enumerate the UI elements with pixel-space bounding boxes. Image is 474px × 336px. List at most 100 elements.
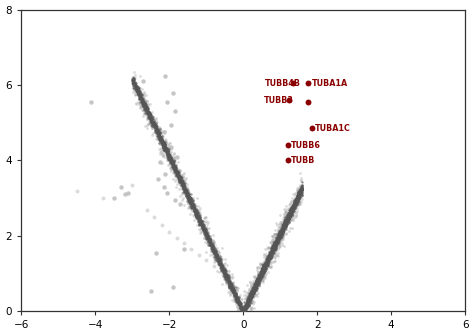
Point [189, 204, 197, 209]
Point [180, 183, 188, 188]
Point [217, 262, 225, 267]
Point [279, 228, 286, 233]
Point [269, 247, 276, 252]
Point [291, 200, 299, 205]
Point [184, 190, 192, 196]
Point [272, 245, 280, 250]
Point [281, 210, 289, 215]
Point [221, 256, 229, 261]
Point [182, 188, 190, 194]
Point [277, 231, 285, 237]
Point [139, 98, 147, 104]
Point [237, 307, 245, 312]
Point [275, 234, 283, 239]
Point [243, 302, 250, 308]
Point [256, 274, 264, 280]
Point [185, 197, 193, 203]
Point [275, 230, 283, 236]
Point [239, 309, 247, 314]
Point [242, 300, 250, 306]
Point [295, 191, 302, 196]
Point [248, 299, 256, 304]
Point [232, 293, 240, 298]
Point [283, 221, 291, 226]
Point [169, 162, 177, 167]
Point [233, 292, 240, 297]
Point [130, 76, 138, 82]
Point [248, 288, 256, 293]
Point [241, 308, 249, 314]
Point [274, 251, 282, 256]
Point [182, 193, 190, 198]
Point [280, 218, 288, 224]
Point [294, 189, 302, 195]
Point [177, 173, 184, 178]
Point [251, 282, 259, 287]
Point [188, 202, 196, 207]
Point [153, 130, 161, 136]
Point [250, 289, 258, 294]
Point [168, 160, 176, 165]
Point [188, 202, 195, 207]
Point [169, 159, 176, 165]
Point [184, 192, 192, 198]
Point [242, 304, 249, 309]
Point [273, 234, 281, 239]
Point [284, 219, 292, 224]
Point [240, 307, 248, 313]
Point [267, 245, 275, 251]
Point [245, 302, 252, 307]
Point [219, 265, 226, 271]
Point [143, 108, 150, 113]
Point [253, 283, 261, 288]
Point [277, 228, 284, 234]
Point [278, 230, 285, 235]
Point [239, 309, 246, 314]
Point [284, 216, 292, 221]
Point [282, 216, 289, 221]
Point [173, 173, 181, 178]
Point [189, 201, 197, 206]
Point [249, 287, 257, 292]
Point [253, 266, 261, 271]
Point [165, 229, 173, 235]
Point [238, 306, 246, 311]
Point [295, 190, 302, 195]
Point [267, 253, 274, 258]
Point [235, 298, 242, 303]
Point [287, 211, 294, 216]
Point [293, 194, 301, 199]
Point [296, 186, 304, 192]
Point [133, 88, 140, 93]
Point [143, 109, 151, 114]
Point [208, 241, 215, 246]
Point [158, 137, 165, 143]
Point [237, 305, 244, 310]
Point [157, 129, 165, 135]
Point [253, 278, 260, 283]
Point [133, 87, 141, 93]
Point [189, 212, 197, 217]
Point [175, 172, 182, 177]
Point [237, 301, 244, 306]
Point [284, 216, 292, 221]
Point [184, 197, 192, 202]
Point [248, 291, 256, 296]
Point [244, 303, 251, 308]
Point [222, 273, 230, 278]
Point [138, 100, 146, 106]
Point [271, 239, 278, 244]
Point [222, 267, 229, 273]
Point [159, 141, 167, 147]
Point [264, 254, 272, 259]
Point [224, 272, 232, 278]
Point [181, 185, 188, 191]
Point [259, 272, 266, 277]
Point [246, 294, 254, 299]
Point [142, 106, 150, 111]
Point [288, 208, 296, 213]
Point [201, 228, 209, 234]
Point [288, 200, 295, 206]
Point [290, 199, 298, 204]
Point [164, 148, 172, 153]
